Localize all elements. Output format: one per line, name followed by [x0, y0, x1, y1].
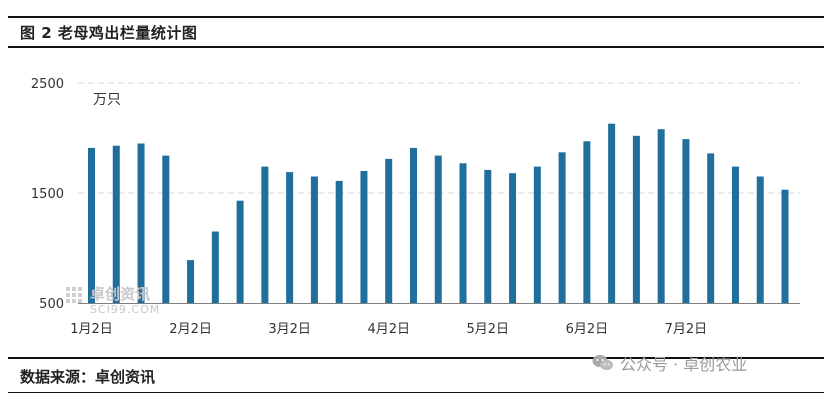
y-tick-label: 2500: [31, 77, 64, 92]
x-tick-label: 5月2日: [467, 322, 510, 337]
bar: [632, 135, 640, 303]
wechat-watermark: 公众号 · 卓创农业: [592, 351, 747, 375]
watermark-dot: [66, 287, 70, 291]
bar: [385, 158, 393, 303]
watermark-dot: [72, 299, 76, 303]
chart-area: 500 1500 2500 万只 1月2日 2月2日 3月2日 4月2日 5月2日 6月2日 7月2…: [31, 77, 800, 337]
bar: [286, 172, 294, 303]
y-unit-label: 万只: [93, 92, 121, 108]
watermark-dot: [78, 293, 82, 297]
bar: [310, 176, 318, 303]
y-tick-label: 1500: [31, 187, 64, 202]
bar: [112, 145, 120, 303]
watermark-dot: [66, 293, 70, 297]
x-tick-label: 6月2日: [566, 322, 609, 337]
bar: [484, 169, 492, 303]
bar: [236, 200, 244, 303]
figure-title: 图 2 老母鸡出栏量统计图: [20, 24, 198, 42]
bar: [162, 155, 170, 303]
source-rule: [8, 357, 824, 359]
bar: [335, 180, 343, 303]
watermark-dot: [72, 287, 76, 291]
title-rule: [8, 46, 824, 48]
bar: [409, 147, 417, 303]
watermark-dot: [78, 299, 82, 303]
x-tick-label: 2月2日: [169, 322, 212, 337]
bar: [756, 176, 764, 303]
wechat-watermark-text: 公众号 · 卓创农业: [620, 355, 748, 374]
x-tick-label: 3月2日: [268, 322, 311, 337]
bar: [558, 152, 566, 303]
bar: [360, 171, 368, 303]
bar: [682, 139, 690, 303]
bar: [459, 163, 467, 303]
chart-watermark-en: SCI99.COM: [90, 303, 160, 316]
watermark-dot: [66, 299, 70, 303]
bar: [261, 166, 269, 303]
bar: [583, 141, 591, 303]
bar: [509, 173, 517, 303]
bar: [657, 129, 665, 303]
top-rule: [8, 16, 824, 18]
watermark-dot: [78, 287, 82, 291]
source-text: 数据来源：卓创资讯: [20, 368, 156, 386]
bar: [187, 260, 195, 303]
bar: [533, 166, 541, 303]
bar: [434, 155, 442, 303]
chart-watermark-cn: 卓创资讯: [90, 285, 150, 303]
bar: [707, 153, 715, 303]
bar: [608, 123, 616, 303]
bar: [781, 189, 789, 303]
bar: [211, 231, 219, 303]
bar: [731, 166, 739, 303]
bar: [88, 147, 95, 303]
wechat-icon: [592, 355, 613, 371]
y-tick-label: 500: [39, 297, 64, 312]
chart-watermark-logo: [66, 287, 82, 303]
bar: [137, 143, 145, 303]
x-tick-label: 4月2日: [367, 322, 410, 337]
x-tick-label: 7月2日: [665, 322, 708, 337]
watermark-dot: [72, 293, 76, 297]
x-tick-label: 1月2日: [70, 322, 113, 337]
bottom-rule: [8, 392, 824, 393]
